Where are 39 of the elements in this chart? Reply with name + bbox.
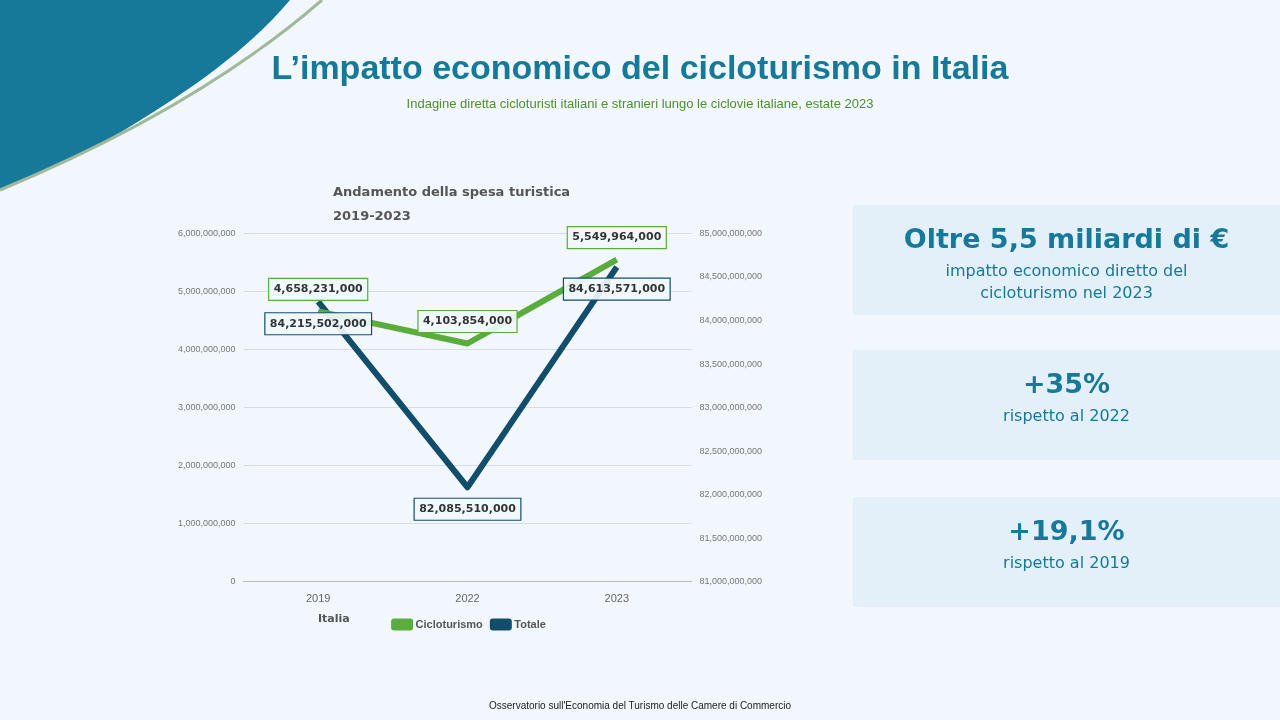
y2-tick-label: 84,000,000,000 — [699, 314, 762, 325]
chart-title: L’impatto economico del cicloturismo in Italia — [270, 48, 1010, 87]
text: Osservatorio sull'Economia del Turismo delle Camere di Commercio — [488, 700, 792, 711]
y-tick-label: 5,000,000,000 — [177, 285, 236, 296]
y-tick-label: 1,000,000,000 — [177, 518, 236, 529]
text: 2019-2023 — [333, 208, 411, 223]
text: impatto economico diretto del cicloturismo nel 2023 — [944, 260, 1189, 304]
y2-tick-label: 82,000,000,000 — [699, 489, 762, 500]
y2-tick-label: 85,000,000,000 — [699, 227, 762, 238]
text: Italia — [318, 612, 350, 625]
data-label: 5,549,964,000 — [572, 230, 662, 244]
y2-tick-label: 84,500,000,000 — [699, 271, 762, 282]
y-tick-label: 0 — [230, 576, 236, 587]
x-tick-label: 2022 — [455, 592, 480, 605]
y2-tick-label: 81,000,000,000 — [699, 576, 762, 587]
x-tick-label: 2019 — [305, 592, 331, 605]
chart-subtitle: Indagine diretta cicloturisti italiani e stranieri lungo le ciclovie italiane, estate 2023 — [405, 96, 875, 111]
text: rispetto al 2019 — [1002, 552, 1131, 574]
legend-label: Totale — [514, 617, 546, 630]
data-label: 84,215,502,000 — [269, 316, 367, 330]
y-tick-label: 6,000,000,000 — [177, 227, 236, 238]
text: rispetto al 2022 — [1002, 405, 1131, 427]
y-tick-label: 2,000,000,000 — [177, 460, 236, 471]
legend-label: Cicloturismo — [415, 617, 484, 630]
text: +35% — [1021, 368, 1112, 399]
text: Oltre 5,5 miliardi di € — [902, 223, 1231, 254]
text: Andamento della spesa turistica — [333, 184, 571, 199]
y2-tick-label: 83,000,000,000 — [699, 402, 762, 413]
text: +19,1% — [1007, 515, 1126, 546]
y2-tick-label: 82,500,000,000 — [699, 445, 762, 456]
data-label: 4,103,854,000 — [422, 314, 513, 328]
data-label: 84,613,571,000 — [568, 281, 666, 295]
data-label: 82,085,510,000 — [419, 502, 517, 516]
y-tick-label: 3,000,000,000 — [177, 402, 236, 413]
y-tick-label: 4,000,000,000 — [177, 344, 236, 355]
y2-tick-label: 83,500,000,000 — [699, 358, 762, 369]
data-label: 4,658,231,000 — [273, 282, 364, 296]
x-tick-label: 2023 — [604, 592, 630, 605]
y2-tick-label: 81,500,000,000 — [699, 532, 762, 543]
